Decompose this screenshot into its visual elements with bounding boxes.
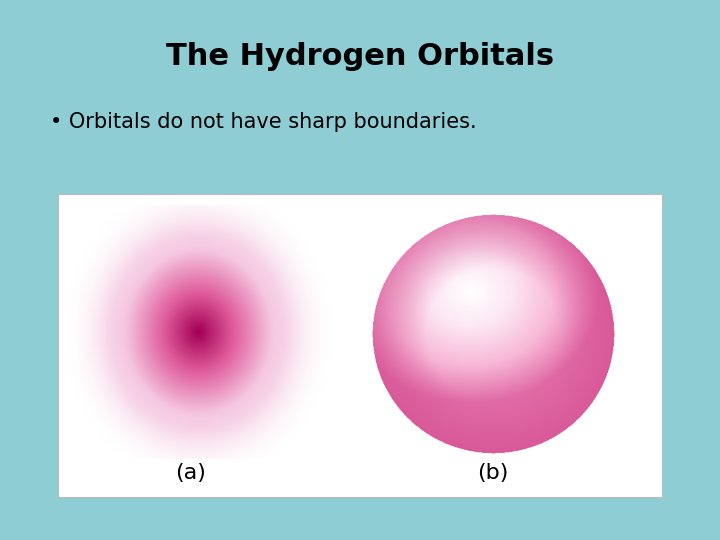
Bar (58, 194, 662, 497)
Text: The Hydrogen Orbitals: The Hydrogen Orbitals (166, 42, 554, 71)
Text: • Orbitals do not have sharp boundaries.: • Orbitals do not have sharp boundaries. (50, 111, 477, 132)
Text: (a): (a) (175, 463, 206, 483)
Text: (b): (b) (477, 463, 509, 483)
